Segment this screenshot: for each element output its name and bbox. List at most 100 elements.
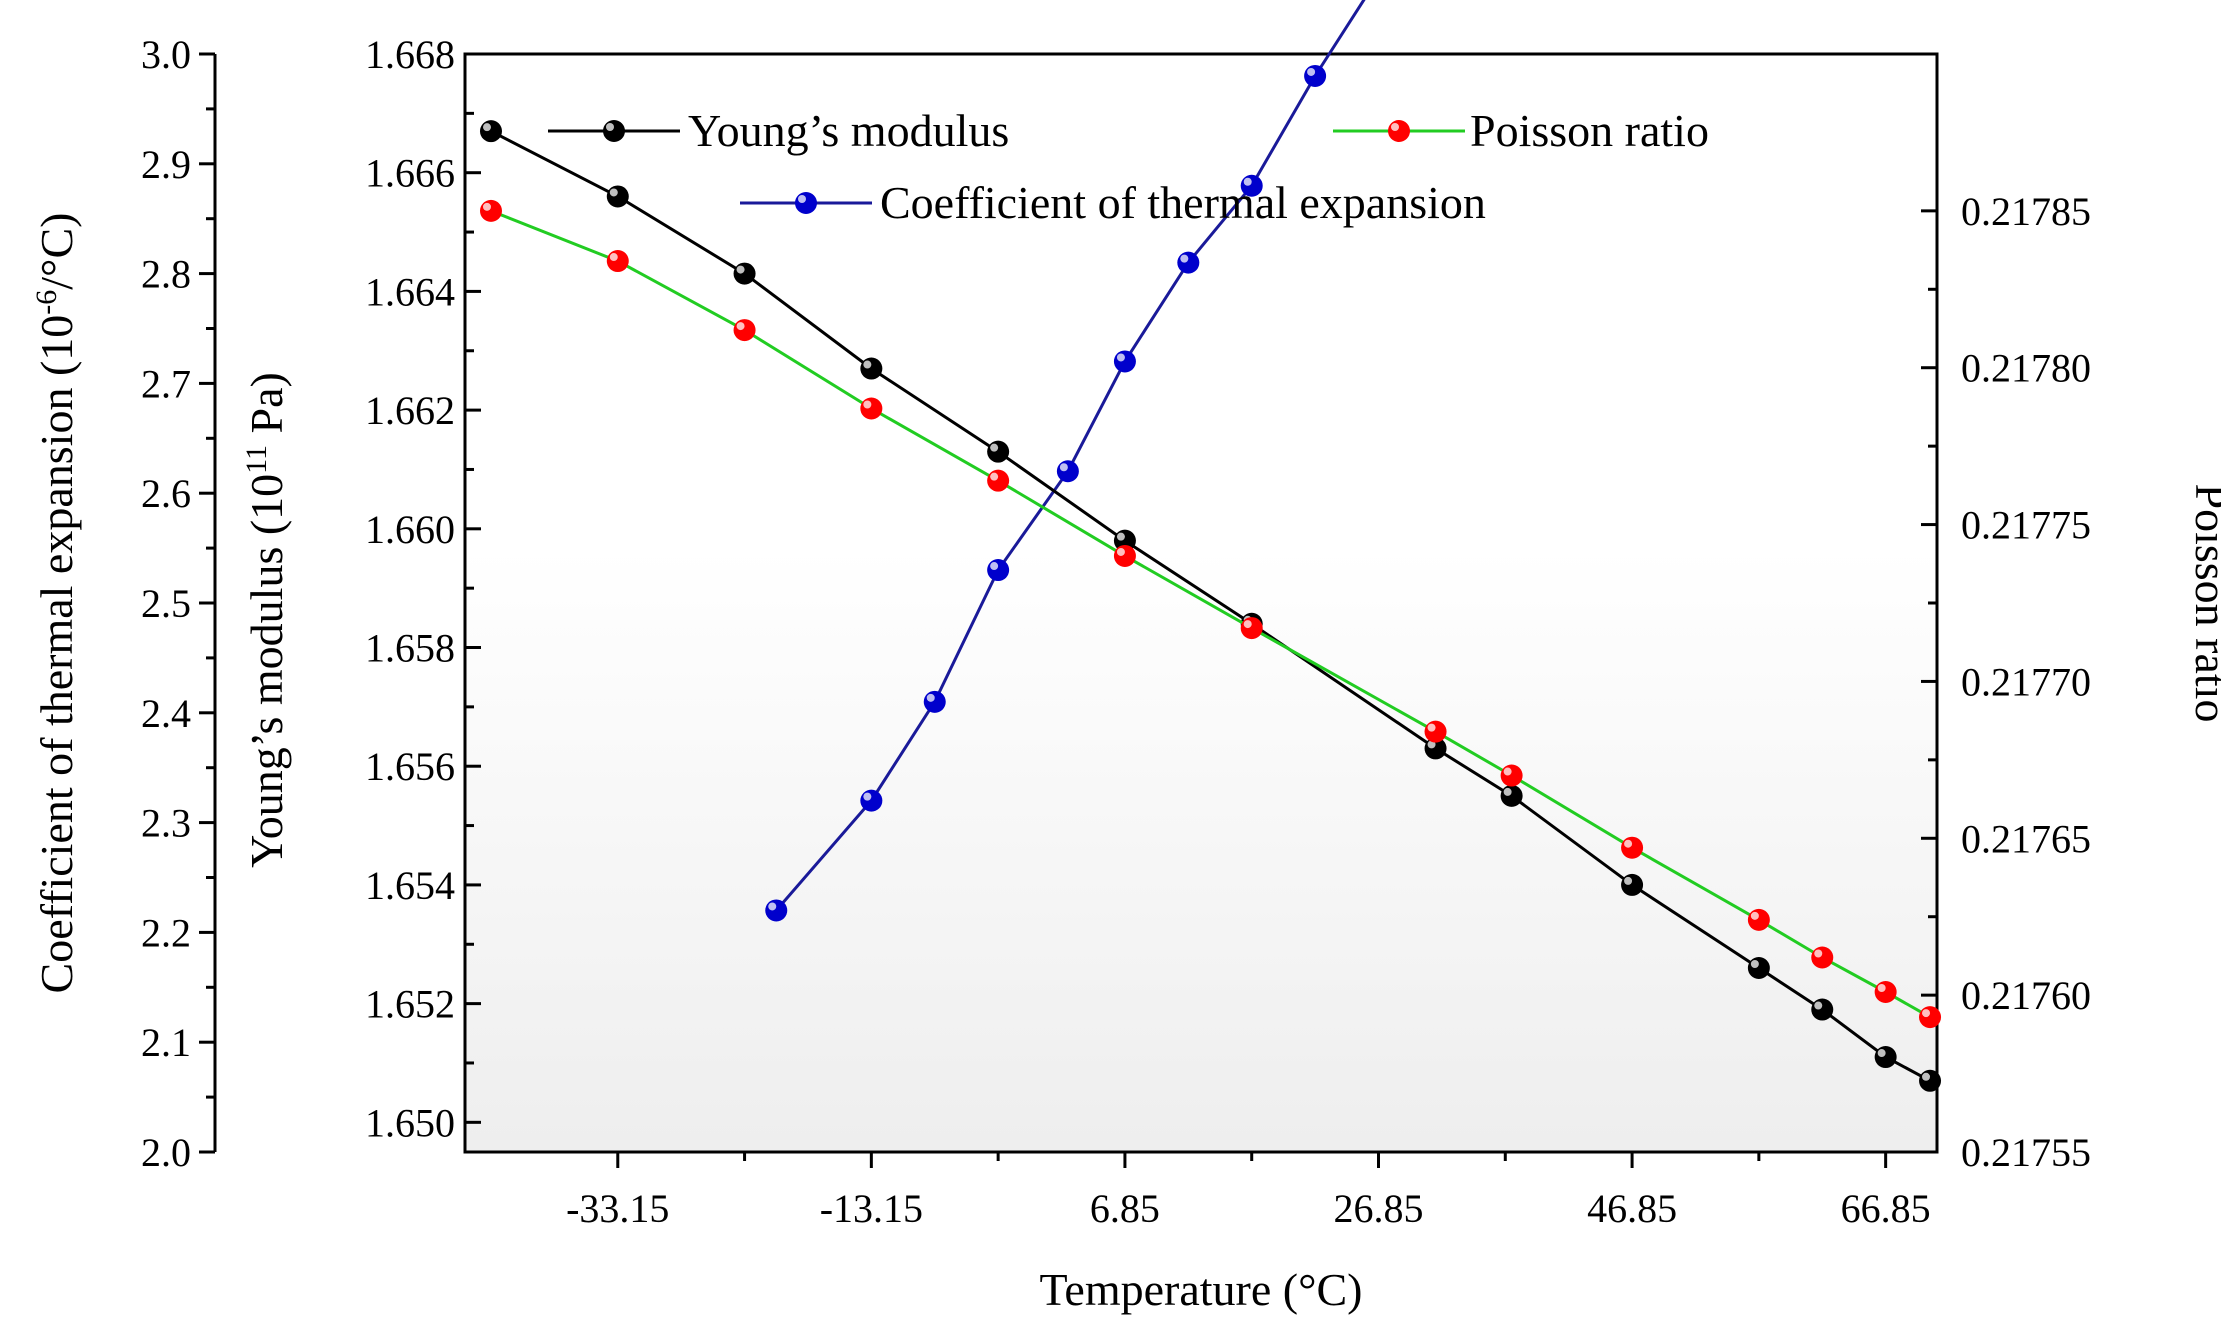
x-tick-label: 26.85 xyxy=(1334,1186,1424,1231)
data-point-poisson xyxy=(733,319,756,342)
cte-tick-label: 2.7 xyxy=(141,361,191,406)
data-point-youngs xyxy=(733,262,756,285)
data-point-highlight-youngs xyxy=(1922,1072,1931,1081)
youngs-axis-title-sup: 11 xyxy=(240,445,273,474)
data-point-highlight-youngs xyxy=(609,188,618,197)
data-point-youngs xyxy=(1747,957,1770,980)
data-point-highlight-cte xyxy=(1180,254,1189,263)
x-tick-label: -13.15 xyxy=(820,1186,923,1231)
legend-entry-poisson: Poisson ratio xyxy=(1333,105,1709,156)
legend-entry-cte: Coefficient of thermal expansion xyxy=(740,177,1486,228)
cte-tick-label: 2.8 xyxy=(141,252,191,297)
data-point-highlight-poisson xyxy=(863,400,872,409)
data-point-cte xyxy=(1056,460,1079,483)
series-youngs xyxy=(479,120,1942,1092)
data-point-poisson xyxy=(1747,908,1770,931)
data-point-poisson xyxy=(1919,1006,1942,1029)
data-point-poisson xyxy=(1874,981,1897,1004)
poisson-tick-label: 0.21785 xyxy=(1961,189,2091,234)
data-point-highlight-poisson xyxy=(990,472,999,481)
youngs-tick-label: 1.656 xyxy=(365,744,455,789)
data-point-youngs xyxy=(479,120,502,143)
data-point-poisson xyxy=(1240,617,1263,640)
data-point-youngs xyxy=(860,357,883,380)
cte-tick-label: 2.2 xyxy=(141,910,191,955)
data-point-highlight-youngs xyxy=(990,443,999,452)
data-point-highlight-cte xyxy=(1243,177,1252,186)
poisson-tick-label: 0.21775 xyxy=(1961,503,2091,548)
data-point-highlight-youngs xyxy=(863,360,872,369)
series-cte xyxy=(765,0,1366,922)
x-tick-label: 66.85 xyxy=(1841,1186,1931,1231)
data-point-poisson xyxy=(1621,836,1644,859)
data-point-highlight-poisson xyxy=(1922,1009,1931,1018)
data-point-highlight-poisson xyxy=(736,322,745,331)
data-point-highlight-poisson xyxy=(1624,839,1633,848)
youngs-axis-title-post: Pa) xyxy=(241,372,292,445)
poisson-tick-label: 0.21760 xyxy=(1961,973,2091,1018)
data-point-highlight-cte xyxy=(1116,353,1125,362)
data-point-cte xyxy=(923,690,946,713)
youngs-tick-label: 1.662 xyxy=(365,388,455,433)
data-point-highlight-cte xyxy=(926,693,935,702)
data-point-poisson xyxy=(1113,544,1136,567)
legend-marker-cte xyxy=(795,192,817,214)
youngs-tick-label: 1.654 xyxy=(365,863,455,908)
x-tick-label: 6.85 xyxy=(1090,1186,1160,1231)
poisson-tick-label: 0.21765 xyxy=(1961,816,2091,861)
data-point-highlight-poisson xyxy=(1814,949,1823,958)
data-point-highlight-youngs xyxy=(736,265,745,274)
data-point-highlight-youngs xyxy=(482,123,491,132)
legend: Young’s modulus Poisson ratio Coefficien… xyxy=(548,105,1709,228)
youngs-tick-label: 1.668 xyxy=(365,32,455,77)
poisson-axis-title: Poisson ratio xyxy=(2186,484,2221,723)
data-point-highlight-youngs xyxy=(1624,876,1633,885)
cte-axis-title-post: /°C) xyxy=(31,213,82,290)
poisson-tick-label: 0.21780 xyxy=(1961,346,2091,391)
poisson-tick-label: 0.21770 xyxy=(1961,659,2091,704)
cte-tick-label: 2.9 xyxy=(141,142,191,187)
data-point-youngs xyxy=(1621,873,1644,896)
legend-marker-cte-highlight xyxy=(798,195,806,203)
youngs-tick-label: 1.660 xyxy=(365,507,455,552)
data-point-highlight-poisson xyxy=(1877,984,1886,993)
youngs-tick-label: 1.658 xyxy=(365,626,455,671)
data-point-youngs xyxy=(987,440,1010,463)
series-layer xyxy=(479,0,1942,1092)
data-point-highlight-poisson xyxy=(1503,767,1512,776)
x-tick-label: -33.15 xyxy=(566,1186,669,1231)
legend-marker-youngs xyxy=(603,120,625,142)
data-point-highlight-poisson xyxy=(1750,911,1759,920)
series-poisson xyxy=(479,199,1942,1029)
youngs-axis-ticks: 1.650 1.652 1.654 1.656 1.658 1.660 1.662 1.664… xyxy=(365,32,481,1145)
data-point-highlight-youngs xyxy=(1814,1001,1823,1010)
data-point-highlight-cte xyxy=(863,792,872,801)
x-tick-label: 46.85 xyxy=(1587,1186,1677,1231)
data-point-cte xyxy=(1304,64,1327,87)
plot-area xyxy=(463,52,1939,1154)
series-line-cte xyxy=(775,0,1366,912)
data-point-youngs xyxy=(1500,784,1523,807)
legend-label-cte: Coefficient of thermal expansion xyxy=(880,177,1486,228)
youngs-tick-label: 1.664 xyxy=(365,269,455,314)
data-point-youngs xyxy=(1811,998,1834,1021)
data-point-highlight-poisson xyxy=(1243,620,1252,629)
data-point-highlight-cte xyxy=(1059,463,1068,472)
cte-axis-ticks: 2.0 2.1 2.2 2.3 2.4 2.5 2.6 2.7 2.8 2.9 3.0 xyxy=(141,32,215,1175)
cte-tick-label: 2.6 xyxy=(141,471,191,516)
legend-label-youngs: Young’s modulus xyxy=(688,105,1009,156)
data-point-cte xyxy=(860,789,883,812)
data-point-poisson xyxy=(1811,946,1834,969)
cte-axis-title-sup: -6 xyxy=(30,290,63,315)
data-point-highlight-poisson xyxy=(1427,723,1436,732)
series-line-youngs xyxy=(490,129,1931,1083)
data-point-highlight-youngs xyxy=(1750,960,1759,969)
data-point-poisson xyxy=(606,250,629,273)
cte-tick-label: 2.4 xyxy=(141,691,191,736)
legend-entry-youngs: Young’s modulus xyxy=(548,105,1009,156)
data-point-highlight-cte xyxy=(1307,67,1316,76)
data-point-cte xyxy=(1177,251,1200,274)
cte-tick-label: 2.3 xyxy=(141,801,191,846)
data-point-highlight-youngs xyxy=(1877,1049,1886,1058)
legend-marker-youngs-highlight xyxy=(606,123,614,131)
